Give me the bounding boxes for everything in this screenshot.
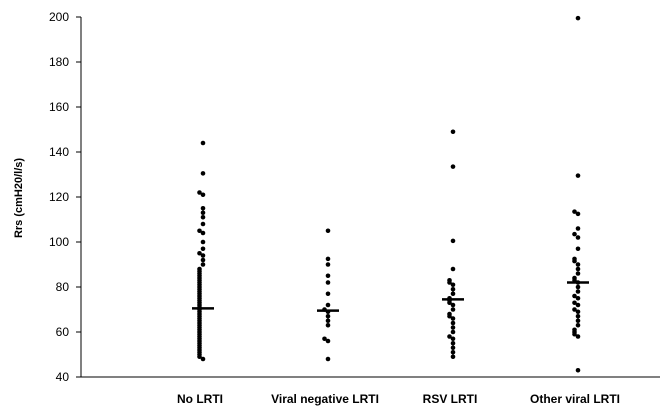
data-points <box>197 15 581 373</box>
data-point <box>325 356 331 362</box>
y-tick-label: 40 <box>56 370 70 384</box>
x-category-label: Other viral LRTI <box>530 392 620 406</box>
data-point <box>325 273 331 279</box>
data-point <box>575 302 581 308</box>
data-point <box>450 354 456 360</box>
data-point <box>325 338 331 344</box>
data-point <box>200 230 206 236</box>
data-point <box>575 322 581 328</box>
data-point <box>575 318 581 324</box>
y-tick-label: 100 <box>49 235 69 249</box>
y-tick-label: 200 <box>49 10 69 24</box>
data-point <box>450 325 456 330</box>
data-point <box>572 209 577 214</box>
y-tick-label: 60 <box>56 325 70 339</box>
data-point <box>450 336 456 342</box>
data-point <box>575 211 581 217</box>
data-point <box>200 171 206 176</box>
y-axis: 40 60 80 100 120 140 160 180 200 <box>49 10 82 384</box>
x-axis: No LRTI Viral negative LRTI RSV LRTI Other … <box>81 376 660 406</box>
data-point <box>450 345 456 351</box>
data-point <box>450 164 456 169</box>
y-tick-label: 80 <box>56 280 70 294</box>
data-point <box>572 293 577 299</box>
data-point <box>575 15 581 21</box>
x-category-label: Viral negative LRTI <box>271 392 379 406</box>
data-point <box>575 313 581 319</box>
data-point <box>325 291 331 297</box>
data-point <box>575 334 581 339</box>
data-point <box>197 228 202 234</box>
data-point <box>197 190 202 195</box>
data-point <box>325 318 331 324</box>
data-point <box>572 307 577 312</box>
data-point <box>575 284 581 290</box>
data-point <box>200 257 206 263</box>
data-point <box>200 205 206 211</box>
data-point <box>572 231 577 237</box>
data-point <box>575 246 581 252</box>
data-point <box>197 250 202 256</box>
data-point <box>575 295 581 301</box>
data-point <box>575 367 581 373</box>
data-point <box>450 291 456 297</box>
data-point <box>450 349 456 355</box>
data-point <box>200 253 206 258</box>
data-point <box>450 282 456 288</box>
data-point <box>575 309 581 315</box>
data-point <box>572 256 577 262</box>
data-point <box>447 277 452 283</box>
y-axis-title: Rrs (cmH20/l/s) <box>13 158 25 238</box>
data-point <box>325 228 331 234</box>
y-tick-label: 180 <box>49 55 69 69</box>
data-point <box>450 320 456 326</box>
data-point <box>325 256 331 262</box>
data-point <box>572 327 577 333</box>
x-category-label: No LRTI <box>177 392 223 406</box>
data-point <box>200 210 206 216</box>
data-point <box>450 238 456 244</box>
data-point <box>200 192 206 198</box>
data-point <box>325 313 331 319</box>
data-point <box>200 140 206 146</box>
data-point <box>450 286 456 292</box>
data-point <box>450 266 456 272</box>
data-point <box>450 307 456 312</box>
data-point <box>200 214 206 220</box>
data-point <box>575 289 581 294</box>
y-tick-label: 140 <box>49 145 69 159</box>
data-point <box>325 302 331 308</box>
data-point <box>575 235 581 240</box>
data-point <box>447 311 452 317</box>
y-tick-label: 120 <box>49 190 69 204</box>
data-point <box>572 300 577 306</box>
data-point <box>200 221 206 227</box>
data-point <box>450 129 456 135</box>
data-point <box>450 329 456 335</box>
data-point <box>450 316 456 321</box>
data-point <box>450 302 456 308</box>
data-point <box>575 173 581 178</box>
data-point <box>447 334 452 339</box>
data-point <box>325 262 331 267</box>
data-point <box>322 336 327 342</box>
data-point <box>572 275 577 281</box>
data-point <box>575 271 581 276</box>
data-point <box>200 262 206 267</box>
data-point <box>200 239 206 245</box>
data-point <box>575 226 581 231</box>
median-markers <box>192 281 589 312</box>
data-point <box>575 262 581 267</box>
data-point <box>200 356 206 362</box>
data-point <box>325 280 331 285</box>
data-point <box>450 340 456 346</box>
x-category-label: RSV LRTI <box>423 392 478 406</box>
data-point <box>325 322 331 328</box>
data-point <box>575 266 581 272</box>
y-tick-label: 160 <box>49 100 69 114</box>
data-point <box>200 246 206 252</box>
data-point <box>197 266 202 272</box>
